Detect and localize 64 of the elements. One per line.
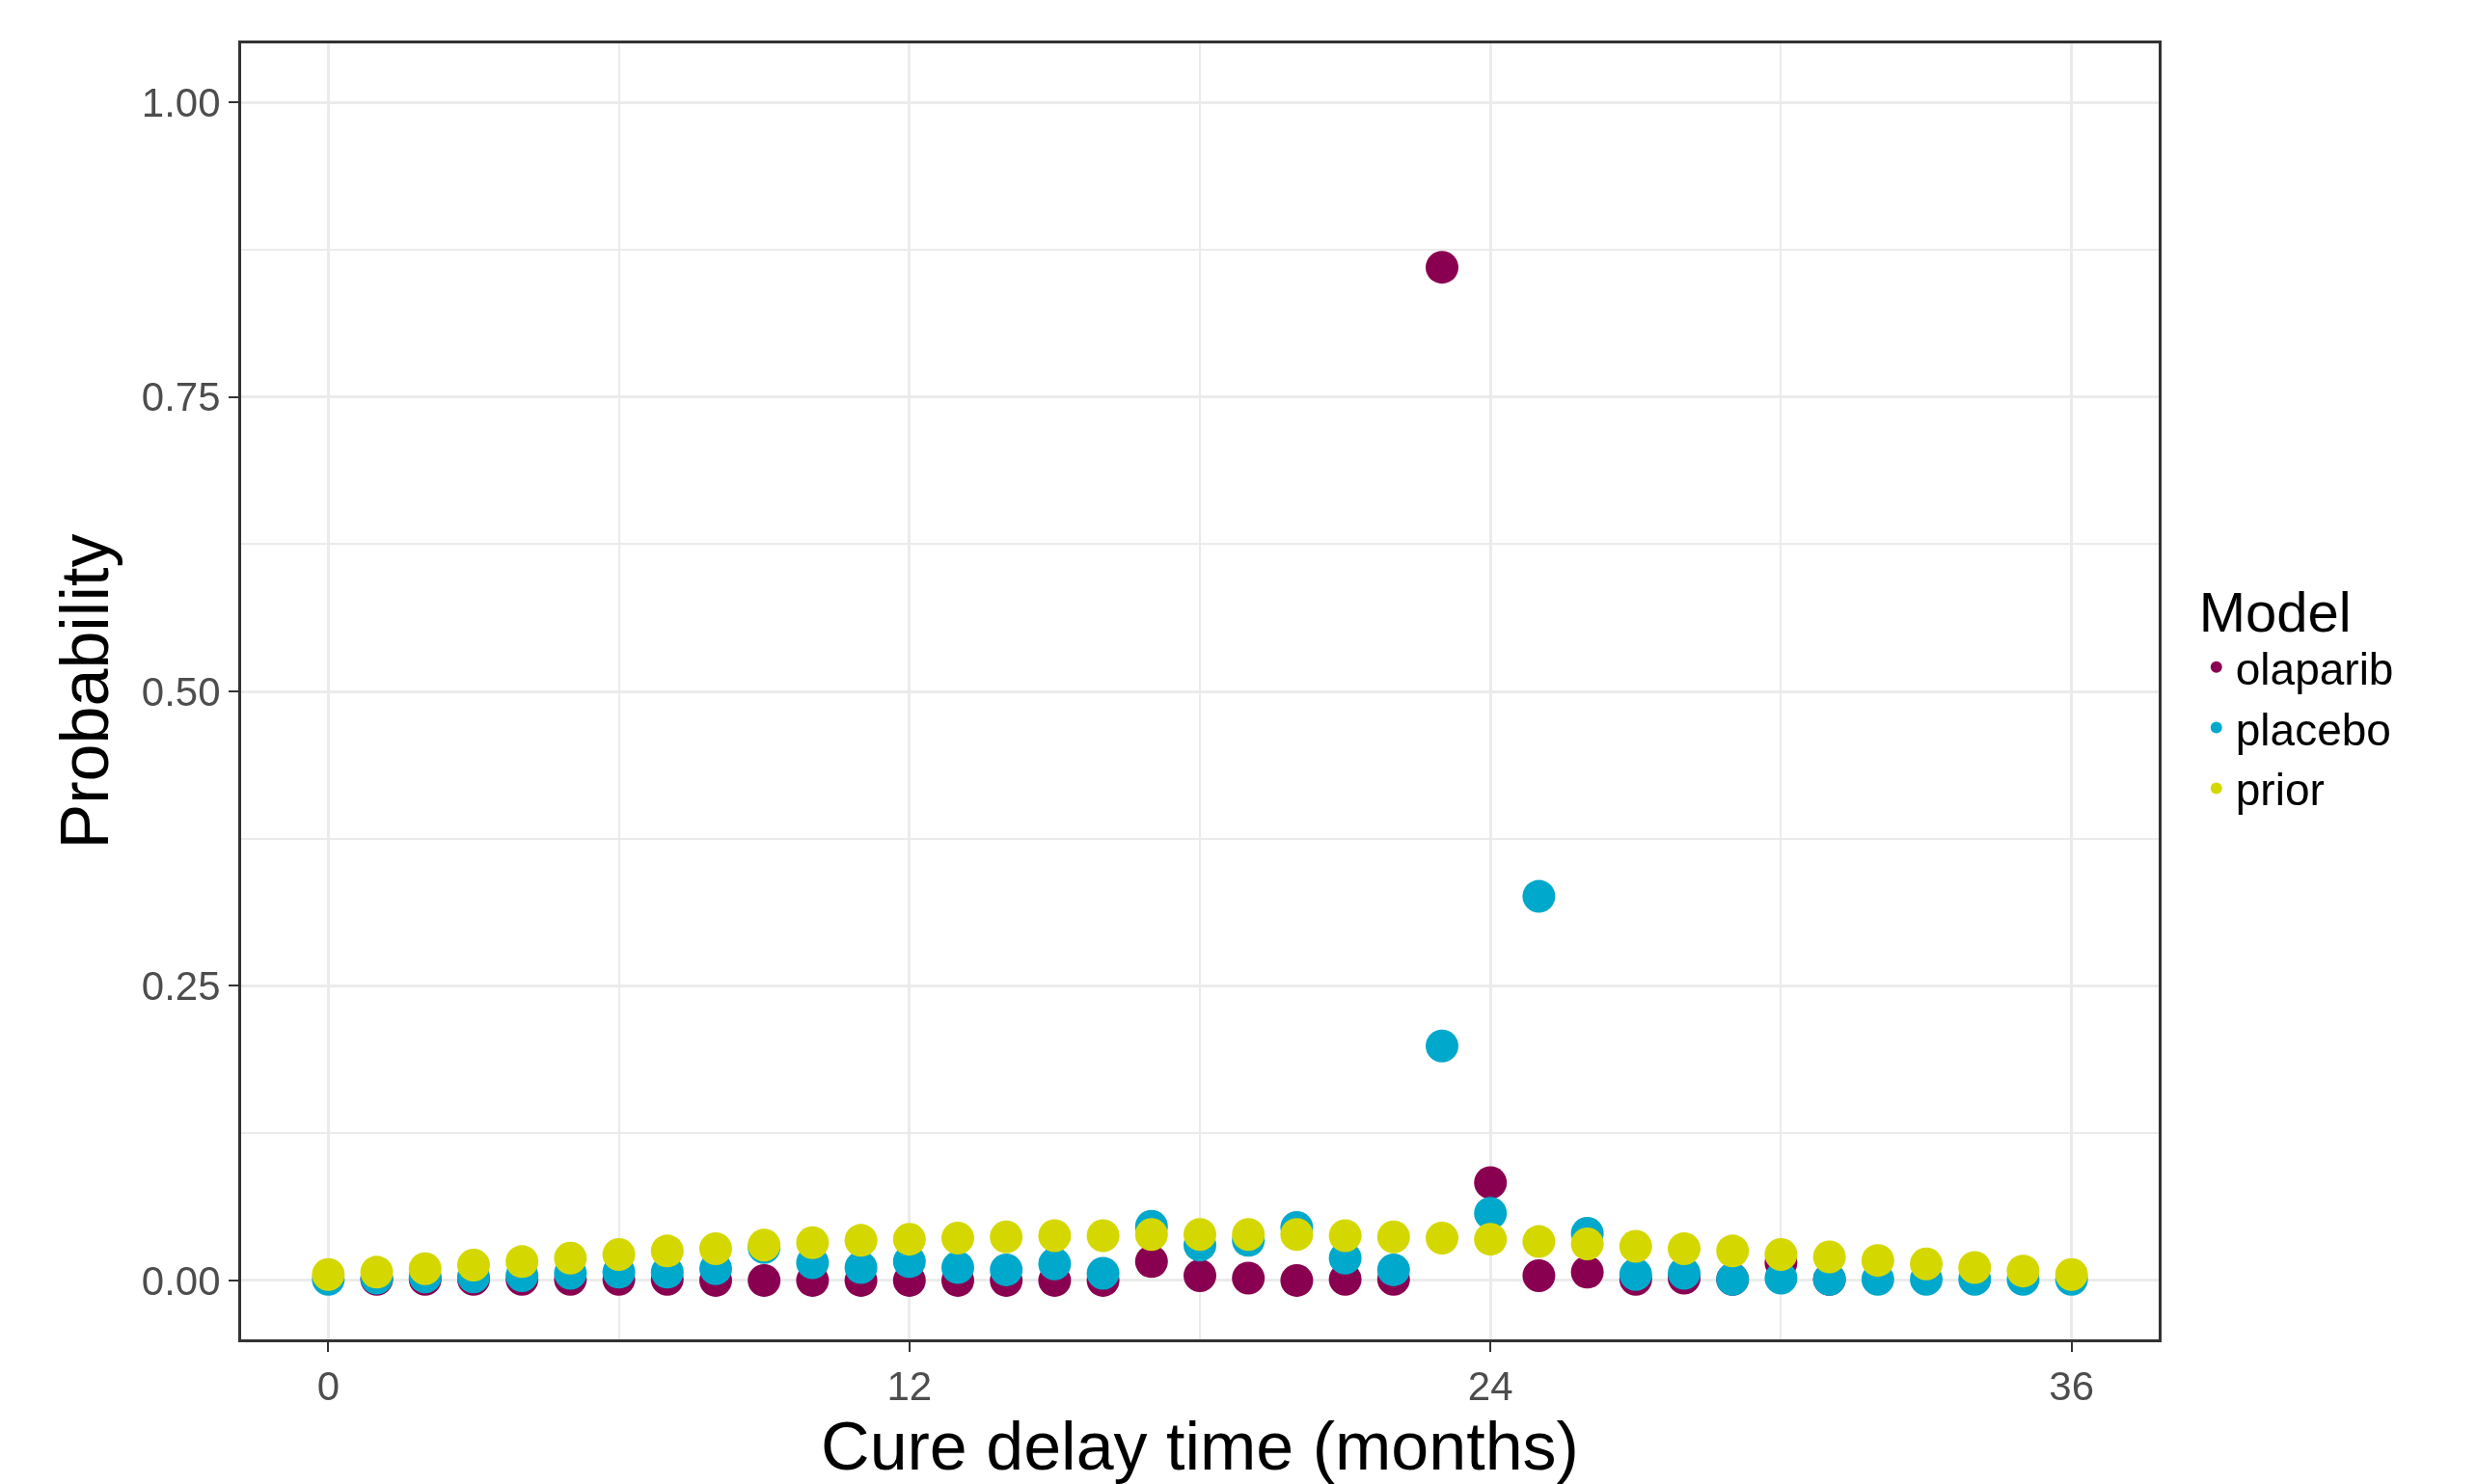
y-tick-label: 0.50 [141,668,221,715]
point [1376,1253,1410,1286]
point [1134,1218,1168,1252]
point [1086,1256,1120,1290]
point [1280,1218,1314,1252]
legend-label: olaparib [2235,643,2394,694]
x-tick-label: 12 [886,1363,933,1410]
point [650,1234,684,1268]
point [1910,1247,1944,1281]
point [1474,1166,1508,1200]
point [1184,1259,1216,1292]
point [1619,1229,1652,1263]
y-tick-label: 1.00 [141,79,221,125]
point [1522,1225,1556,1258]
x-axis-title: Cure delay time (months) [821,1409,1579,1484]
point [2006,1255,2040,1288]
x-tick-label: 0 [316,1363,340,1410]
x-tick-label: 36 [2049,1363,2094,1410]
point [990,1220,1023,1254]
point [456,1249,490,1282]
point [1232,1218,1266,1252]
point [1232,1261,1266,1295]
point [505,1245,539,1279]
point [1038,1219,1072,1253]
point [844,1224,878,1257]
point [1426,251,1459,284]
point [1184,1218,1216,1252]
y-tick-label: 0.75 [141,374,221,420]
point [1376,1220,1410,1254]
point [941,1221,974,1255]
point [1522,1259,1556,1292]
point [1328,1219,1362,1253]
point [1426,1221,1459,1255]
point [360,1255,394,1289]
point [699,1231,732,1265]
point [1426,1029,1459,1063]
point [1958,1251,1992,1284]
y-tick-label: 0.00 [141,1257,221,1304]
point [941,1251,974,1284]
point [1038,1247,1072,1281]
point [1474,1223,1508,1256]
point [602,1238,636,1272]
point [1812,1240,1846,1274]
point [1668,1231,1701,1265]
legend-label: prior [2235,765,2325,816]
y-axis-title: Probability [46,533,122,850]
point [1716,1234,1750,1268]
point [1280,1263,1314,1297]
point [408,1252,442,1285]
y-tick-label: 0.25 [141,963,221,1010]
point [1570,1255,1604,1289]
point [1086,1219,1120,1253]
point [748,1263,781,1297]
legend-title: Model [2198,580,2352,644]
point [1570,1228,1604,1261]
point [796,1226,830,1259]
point [892,1223,926,1256]
point [990,1253,1023,1286]
point [1861,1244,1894,1278]
point [1522,879,1556,913]
legend-label: placebo [2235,704,2391,755]
point [554,1241,587,1275]
x-tick-label: 24 [1467,1363,1513,1410]
point [1134,1245,1168,1279]
